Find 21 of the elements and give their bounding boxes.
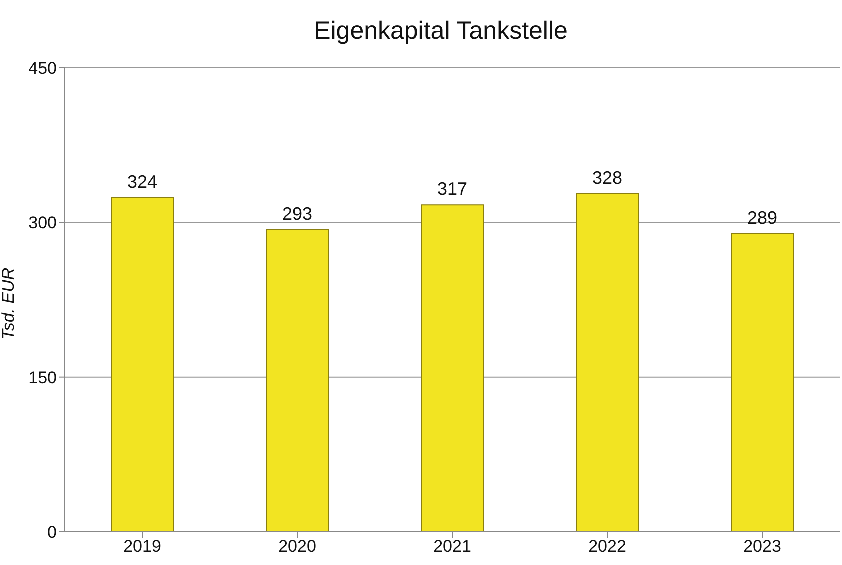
bar [731, 234, 794, 532]
data-label: 324 [127, 172, 158, 192]
data-label: 317 [437, 179, 468, 200]
y-tick-label: 450 [28, 59, 57, 78]
x-tick-label: 2023 [744, 537, 782, 556]
y-tick-label: 300 [28, 214, 57, 233]
data-label: 328 [592, 168, 623, 188]
data-label: 293 [282, 204, 313, 224]
bar [576, 193, 639, 532]
chart-title: Eigenkapital Tankstelle [313, 16, 569, 47]
bar [111, 197, 174, 532]
data-label: 289 [747, 208, 778, 228]
x-tick-label: 2020 [278, 537, 316, 556]
x-tick-label: 2019 [124, 537, 162, 556]
y-tick-label: 150 [28, 368, 57, 388]
x-tick-label: 2021 [434, 537, 472, 556]
bar [421, 204, 484, 532]
bar [266, 229, 329, 532]
y-axis-title: Tsd. EUR [0, 268, 18, 340]
x-tick-label: 2022 [588, 537, 626, 556]
y-tick-label: 0 [48, 523, 57, 542]
